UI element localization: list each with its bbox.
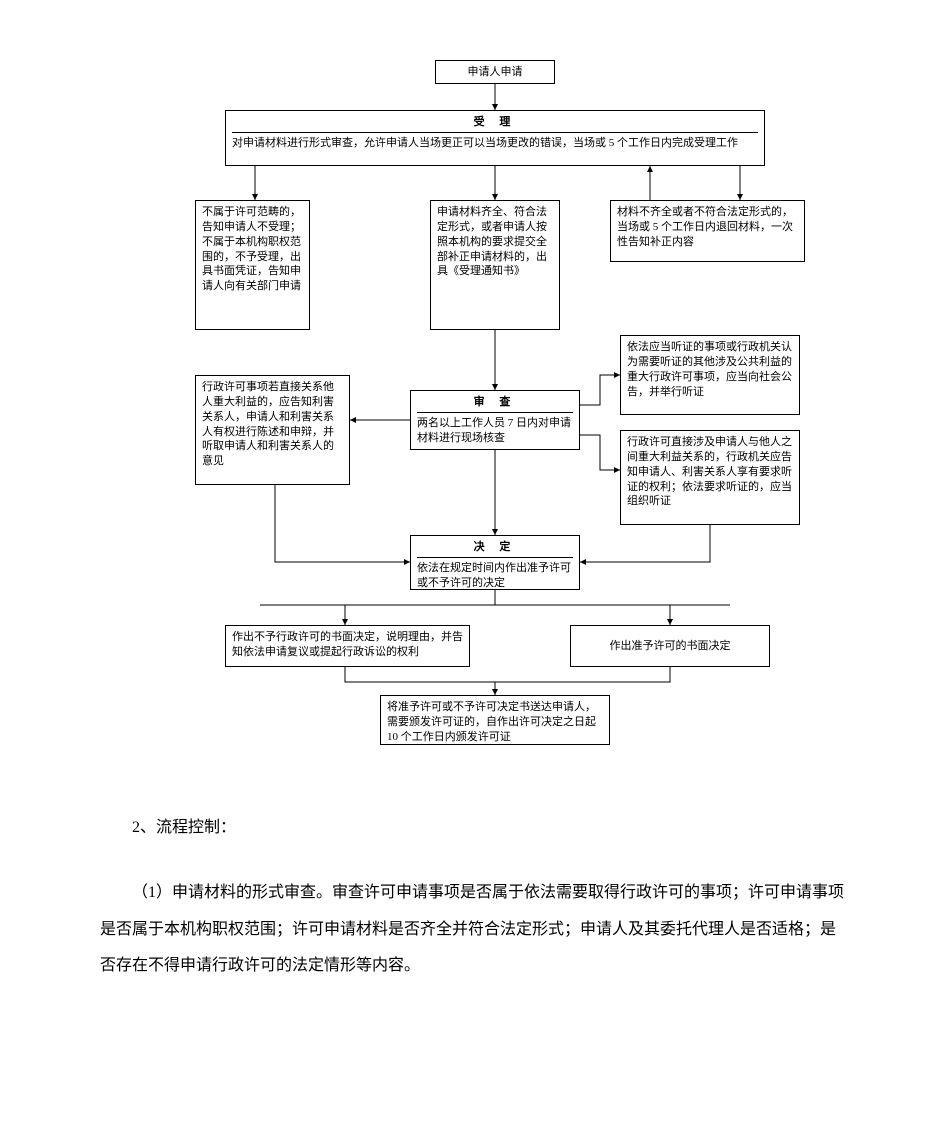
- flowchart-node-n_reject: 不属于许可范畴的，告知申请人不受理；不属于本机构职权范围的，不予受理，出具书面凭…: [195, 200, 310, 330]
- flowchart-node-n_review: 审 查两名以上工作人员 7 日内对申请材料进行现场核查: [410, 390, 580, 450]
- flowchart-node-n_apply: 申请人申请: [435, 60, 555, 84]
- flowchart-edge: [580, 435, 620, 470]
- node-body: 两名以上工作人员 7 日内对申请材料进行现场核查: [417, 416, 573, 446]
- process-control-paragraph-1: （1）申请材料的形式审查。审查许可申请事项是否属于依法需要取得行政许可的事项；许…: [100, 875, 845, 985]
- flowchart-edge: [275, 485, 410, 562]
- flowchart-node-n_hearing2: 行政许可直接涉及申请人与他人之间重大利益关系的，行政机关应告知申请人、利害关系人…: [620, 430, 800, 525]
- flowchart-node-n_interest: 行政许可事项若直接关系他人重大利益的，应告知利害关系人，申请人和利害关系人有权进…: [195, 375, 350, 485]
- flowchart-node-n_decide: 决 定依法在规定时间内作出准予许可或不予许可的决定: [410, 535, 580, 590]
- flowchart-node-n_hearing1: 依法应当听证的事项或行政机关认为需要听证的其他涉及公共利益的重大行政许可事项，应…: [620, 335, 800, 415]
- flowchart-node-n_complete: 申请材料齐全、符合法定形式，或者申请人按照本机构的要求提交全部补正申请材料的，出…: [430, 200, 560, 330]
- flowchart-node-n_issue: 将准予许可或不予许可决定书送达申请人，需要颁发许可证的，自作出许可决定之日起 1…: [380, 695, 610, 745]
- body-text-section: 2、流程控制： （1）申请材料的形式审查。审查许可申请事项是否属于依法需要取得行…: [100, 810, 845, 985]
- node-title: 受 理: [232, 115, 758, 133]
- flowchart-edge: [495, 667, 670, 682]
- flowchart-edge: [345, 667, 495, 695]
- flowchart-node-n_accept: 受 理对申请材料进行形式审查，允许申请人当场更正可以当场更改的错误，当场或 5 …: [225, 110, 765, 166]
- flowchart-edge: [580, 375, 620, 405]
- flowchart-node-n_incomplete: 材料不齐全或者不符合法定形式的，当场或 5 个工作日内退回材料，一次性告知补正内…: [610, 200, 805, 262]
- process-control-heading: 2、流程控制：: [100, 810, 845, 847]
- page: 申请人申请受 理对申请材料进行形式审查，允许申请人当场更正可以当场更改的错误，当…: [0, 60, 945, 985]
- node-body: 依法在规定时间内作出准予许可或不予许可的决定: [417, 561, 573, 591]
- flowchart-edge: [580, 525, 710, 562]
- flowchart-diagram: 申请人申请受 理对申请材料进行形式审查，允许申请人当场更正可以当场更改的错误，当…: [180, 60, 820, 740]
- node-title: 决 定: [417, 540, 573, 558]
- node-title: 审 查: [417, 395, 573, 413]
- flowchart-node-n_granted: 作出准予许可的书面决定: [570, 625, 770, 667]
- flowchart-node-n_denied: 作出不予行政许可的书面决定，说明理由，并告知依法申请复议或提起行政诉讼的权利: [225, 625, 470, 667]
- node-body: 对申请材料进行形式审查，允许申请人当场更正可以当场更改的错误，当场或 5 个工作…: [232, 136, 758, 151]
